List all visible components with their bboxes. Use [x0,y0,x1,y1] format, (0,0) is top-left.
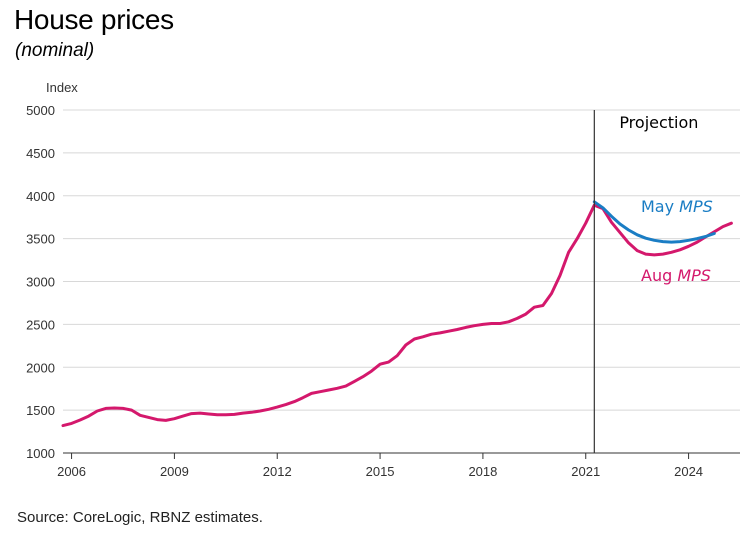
x-tick-label: 2018 [468,464,497,479]
y-tick-label: 2000 [26,360,55,375]
series-line-may-mps [592,200,716,244]
y-tick-label: 4500 [26,146,55,161]
x-tick-labels: 2006 2009 2012 2015 2018 2021 2024 [57,453,703,479]
series-labels: Aug MPS May MPS [641,197,713,285]
source-note: Source: CoreLogic, RBNZ estimates. [17,509,263,526]
x-tick-label: 2006 [57,464,86,479]
y-tick-label: 1000 [26,446,55,461]
y-tick-label: 3500 [26,232,55,247]
series-line-aug-mps [61,203,733,428]
series-label-may-mps: May MPS [641,197,713,216]
y-tick-label: 5000 [26,103,55,118]
y-tick-labels: 1000 1500 2000 2500 3000 3500 4000 4500 5000 [26,103,55,461]
y-tick-label: 4000 [26,189,55,204]
chart-subtitle: (nominal) [15,40,95,61]
gridlines [63,109,740,454]
x-tick-label: 2015 [366,464,395,479]
y-tick-label: 3000 [26,275,55,290]
y-tick-label: 1500 [26,403,55,418]
series-label-aug-mps: Aug MPS [641,266,711,285]
x-tick-label: 2024 [674,464,703,479]
y-axis-label: Index [46,80,78,95]
x-tick-label: 2021 [571,464,600,479]
chart-title: House prices [14,4,174,35]
x-tick-label: 2009 [160,464,189,479]
projection-label: Projection [619,113,698,132]
y-tick-label: 2500 [26,317,55,332]
house-price-chart: Index 1000 1500 2000 2500 3000 3500 4000 4500 50… [26,80,740,479]
series-lines [61,200,733,428]
x-tick-label: 2012 [263,464,292,479]
